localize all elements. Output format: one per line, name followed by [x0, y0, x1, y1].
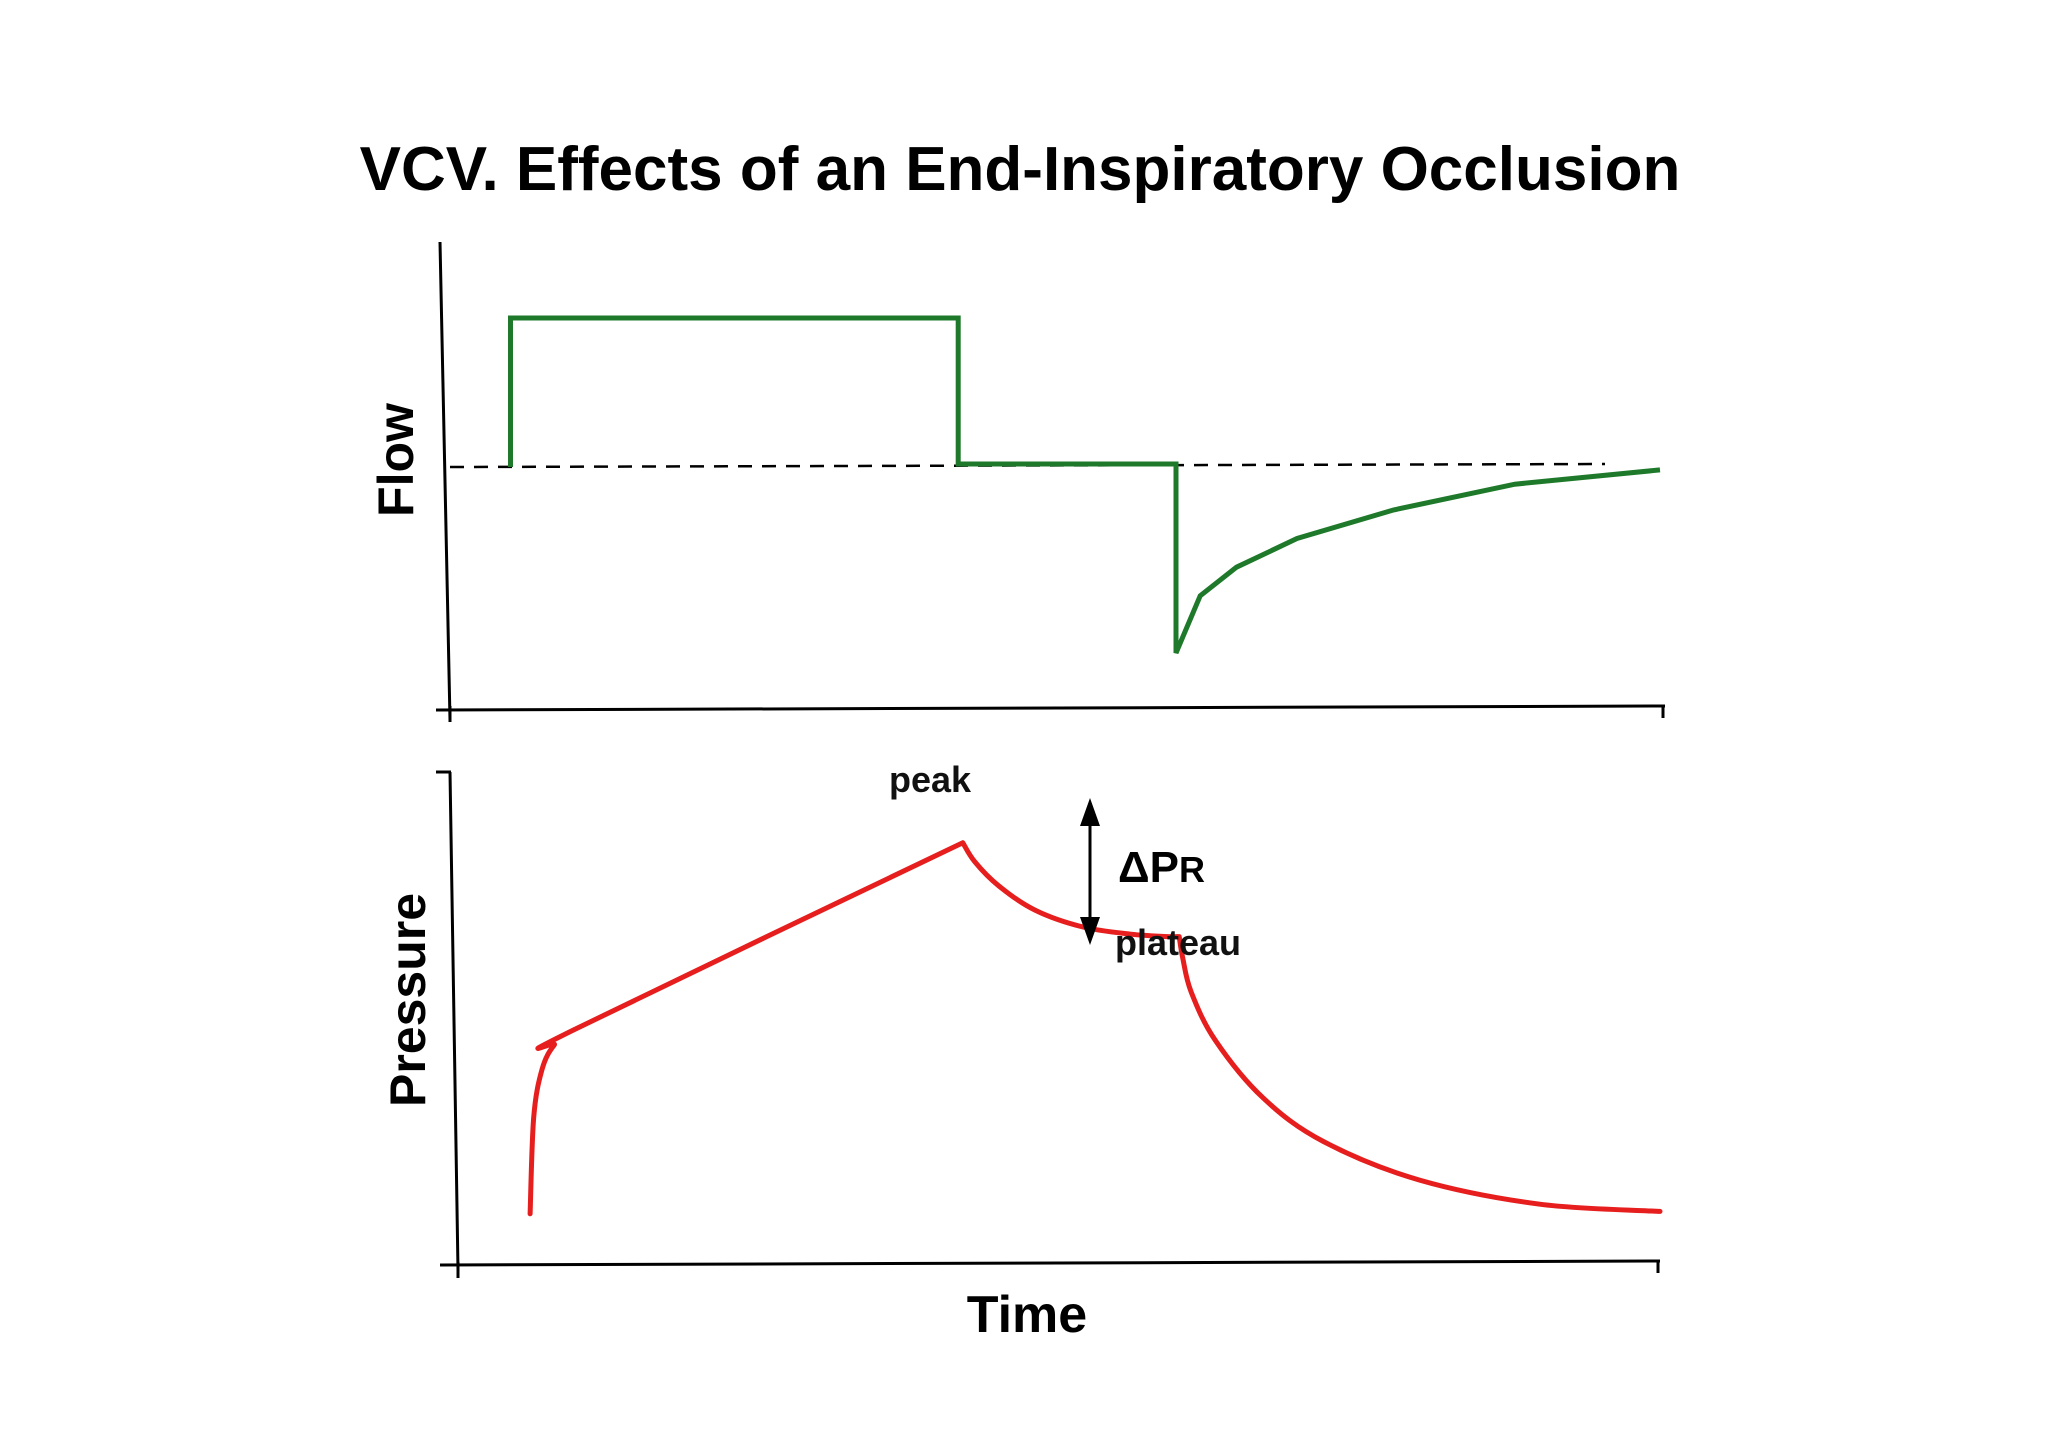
flow-panel: Flow: [368, 241, 1666, 722]
pressure-panel: Pressure peak plateau ΔPR Time: [380, 759, 1663, 1344]
chart-title: VCV. Effects of an End-Inspiratory Occlu…: [360, 135, 1681, 204]
delta-pr-symbol: Δ: [1118, 843, 1150, 892]
pressure-series-line: [527, 840, 1663, 1217]
peak-label: peak: [889, 759, 972, 800]
time-x-axis-label: Time: [967, 1286, 1087, 1344]
delta-pr-arrow-head-up: [1080, 798, 1100, 826]
flow-y-axis: [438, 241, 452, 721]
delta-pr-label: ΔPR: [1118, 843, 1205, 892]
plateau-label: plateau: [1115, 922, 1241, 963]
delta-pr-sub: R: [1179, 849, 1205, 890]
delta-pr-arrow-head-down: [1080, 917, 1100, 945]
flow-x-axis: [435, 704, 1666, 712]
flow-series-line: [508, 315, 1661, 654]
delta-pr-main: P: [1150, 843, 1179, 892]
pressure-x-axis: [439, 1259, 1661, 1267]
pressure-y-axis: [448, 771, 460, 1271]
flow-y-axis-label: Flow: [368, 403, 424, 517]
delta-pr-arrow: [1080, 798, 1100, 945]
pressure-y-axis-label: Pressure: [380, 893, 436, 1107]
